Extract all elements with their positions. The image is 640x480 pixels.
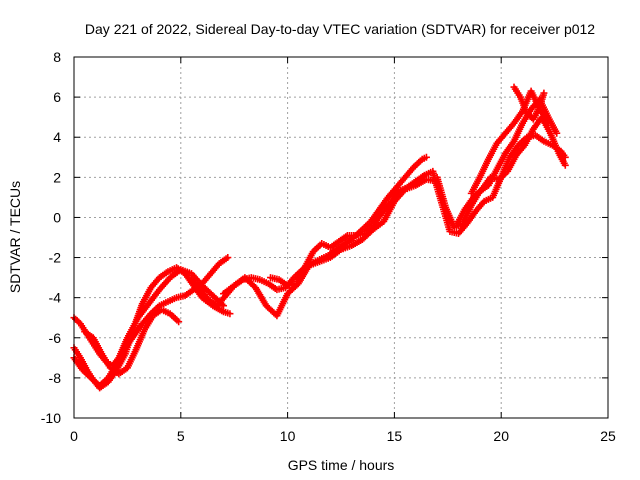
data-point [220,302,228,310]
x-tick-label: 25 [600,428,616,444]
y-tick-label: -10 [41,410,61,426]
y-tick-label: -2 [49,250,62,266]
data-point [553,129,561,137]
x-tick-label: 15 [387,428,403,444]
x-tick-label: 20 [493,428,509,444]
data-point [422,153,430,161]
y-tick-label: 6 [53,89,61,105]
y-tick-label: 8 [53,49,61,65]
x-tick-label: 10 [280,428,296,444]
data-point [224,254,232,262]
y-tick-label: -4 [49,290,62,306]
data-point [544,117,552,125]
y-tick-label: -8 [49,370,62,386]
x-tick-label: 0 [70,428,78,444]
x-tick-labels: 0 5 10 15 20 25 [70,428,616,444]
data-point [226,310,234,318]
x-axis-label: GPS time / hours [288,457,395,473]
data-point [561,161,569,169]
chart-title: Day 221 of 2022, Sidereal Day-to-day VTE… [85,21,595,37]
data-points [70,83,569,392]
y-tick-label: -6 [49,330,62,346]
data-point [175,318,183,326]
x-tick-label: 5 [177,428,185,444]
y-tick-label: 4 [53,129,61,145]
y-tick-label: 0 [53,209,61,225]
axis-ticks [73,56,609,419]
data-point [540,89,548,97]
plot-frame [73,56,609,419]
y-tick-label: 2 [53,169,61,185]
y-tick-labels: -10 -8 -6 -4 -2 0 2 4 6 8 [41,49,61,426]
y-axis-label: SDTVAR / TECUs [7,181,23,293]
